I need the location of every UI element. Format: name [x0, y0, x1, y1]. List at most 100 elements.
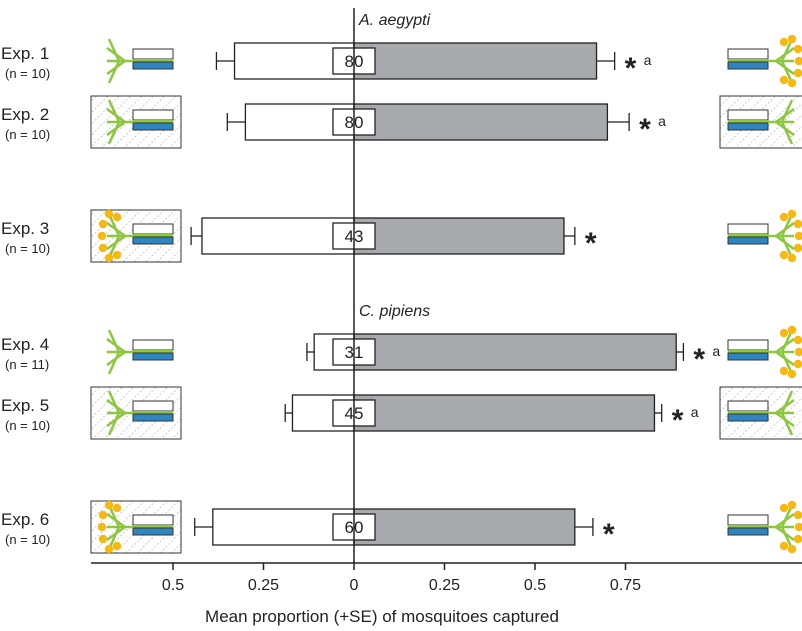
- significance-star: *: [603, 518, 615, 551]
- flower: [794, 231, 802, 241]
- plant-stems: [768, 504, 795, 550]
- bar-right: [353, 217, 565, 255]
- trap-box: [132, 339, 174, 351]
- stem: [107, 38, 121, 62]
- flower: [793, 44, 802, 54]
- plant-stems: [768, 329, 795, 375]
- flower: [779, 328, 789, 338]
- plant-stems: [106, 99, 133, 145]
- flower: [787, 369, 797, 379]
- stem: [780, 412, 794, 436]
- labels: A. aegypti C. pipiens 80 * a Exp. 1 (n = 10) 80…: [1, 12, 720, 594]
- plant-stems: [768, 390, 795, 436]
- flower: [98, 219, 108, 229]
- bar-right: [353, 394, 656, 432]
- flower: [787, 209, 797, 219]
- flower: [793, 510, 802, 520]
- stem: [107, 99, 121, 123]
- bar-right: [353, 333, 677, 371]
- flower: [97, 522, 107, 532]
- trap-water: [132, 352, 174, 361]
- x-tick-label: 0.5: [524, 577, 546, 594]
- trap-water: [132, 527, 174, 536]
- trap-grass: [133, 234, 173, 237]
- trap-water: [727, 352, 769, 361]
- bar-left: [201, 217, 355, 255]
- bar-right: [353, 42, 598, 80]
- significance-superscript: a: [658, 113, 666, 129]
- flower: [98, 534, 108, 544]
- stem: [780, 121, 794, 145]
- sample-size-label: (n = 10): [5, 66, 50, 81]
- flower: [112, 212, 122, 222]
- trap-grass: [133, 350, 173, 353]
- flower: [787, 78, 797, 88]
- flower: [112, 541, 122, 551]
- flower: [779, 250, 789, 260]
- trap-grass: [728, 120, 768, 123]
- flower: [787, 34, 797, 44]
- flower: [794, 56, 802, 66]
- trap-water: [132, 61, 174, 70]
- flower: [112, 250, 122, 260]
- right-trap-icon: [719, 386, 802, 440]
- x-tick-label: 0.25: [248, 577, 279, 594]
- flower: [793, 335, 802, 345]
- bars: [190, 42, 685, 546]
- x-axis-label: Mean proportion (+SE) of mosquitoes capt…: [205, 607, 559, 626]
- flower: [779, 503, 789, 513]
- trap-water: [727, 61, 769, 70]
- flower: [779, 541, 789, 551]
- count-label: 80: [345, 52, 364, 71]
- flower: [98, 510, 108, 520]
- flower: [104, 209, 114, 219]
- species-label: A. aegypti: [358, 12, 431, 29]
- x-tick-label: 0.5: [162, 577, 184, 594]
- right-trap-icon: [727, 325, 802, 379]
- left-trap-icon: [90, 386, 182, 440]
- sample-size-label: (n = 11): [5, 357, 49, 372]
- right-trap-icon: [719, 95, 802, 149]
- stem: [107, 351, 121, 375]
- right-trap-icon: [727, 500, 802, 554]
- trap-grass: [728, 234, 768, 237]
- experiment-label: Exp. 5: [1, 396, 49, 415]
- sample-size-label: (n = 10): [5, 532, 50, 547]
- trap-grass: [133, 525, 173, 528]
- stem: [107, 390, 121, 414]
- flower: [787, 253, 797, 263]
- trap-water: [132, 236, 174, 245]
- stem: [107, 60, 121, 84]
- flower: [779, 366, 789, 376]
- bar-right: [353, 103, 609, 141]
- species-label: C. pipiens: [359, 303, 430, 320]
- flower: [98, 243, 108, 253]
- significance-superscript: a: [644, 52, 652, 68]
- trap-water: [727, 527, 769, 536]
- significance-star: *: [639, 113, 651, 146]
- flower: [112, 503, 122, 513]
- trap-grass: [728, 525, 768, 528]
- stem: [107, 329, 121, 353]
- bar-right: [353, 508, 576, 546]
- plant-stems: [768, 99, 795, 145]
- left-trap-icon: [90, 500, 182, 554]
- count-label: 60: [345, 518, 364, 537]
- trap-grass: [728, 59, 768, 62]
- left-trap-icon: [106, 38, 174, 84]
- experiment-label: Exp. 3: [1, 219, 49, 238]
- left-trap-icon: [106, 329, 174, 375]
- stem: [780, 99, 794, 123]
- trap-water: [132, 413, 174, 422]
- trap-grass: [133, 59, 173, 62]
- flower: [793, 68, 802, 78]
- trap-box: [132, 514, 174, 526]
- experiment-label: Exp. 1: [1, 44, 49, 63]
- bar-left: [212, 508, 355, 546]
- flower: [779, 212, 789, 222]
- trap-box: [132, 223, 174, 235]
- x-tick-label: 0: [350, 577, 359, 594]
- trap-box: [727, 223, 769, 235]
- trap-grass: [133, 120, 173, 123]
